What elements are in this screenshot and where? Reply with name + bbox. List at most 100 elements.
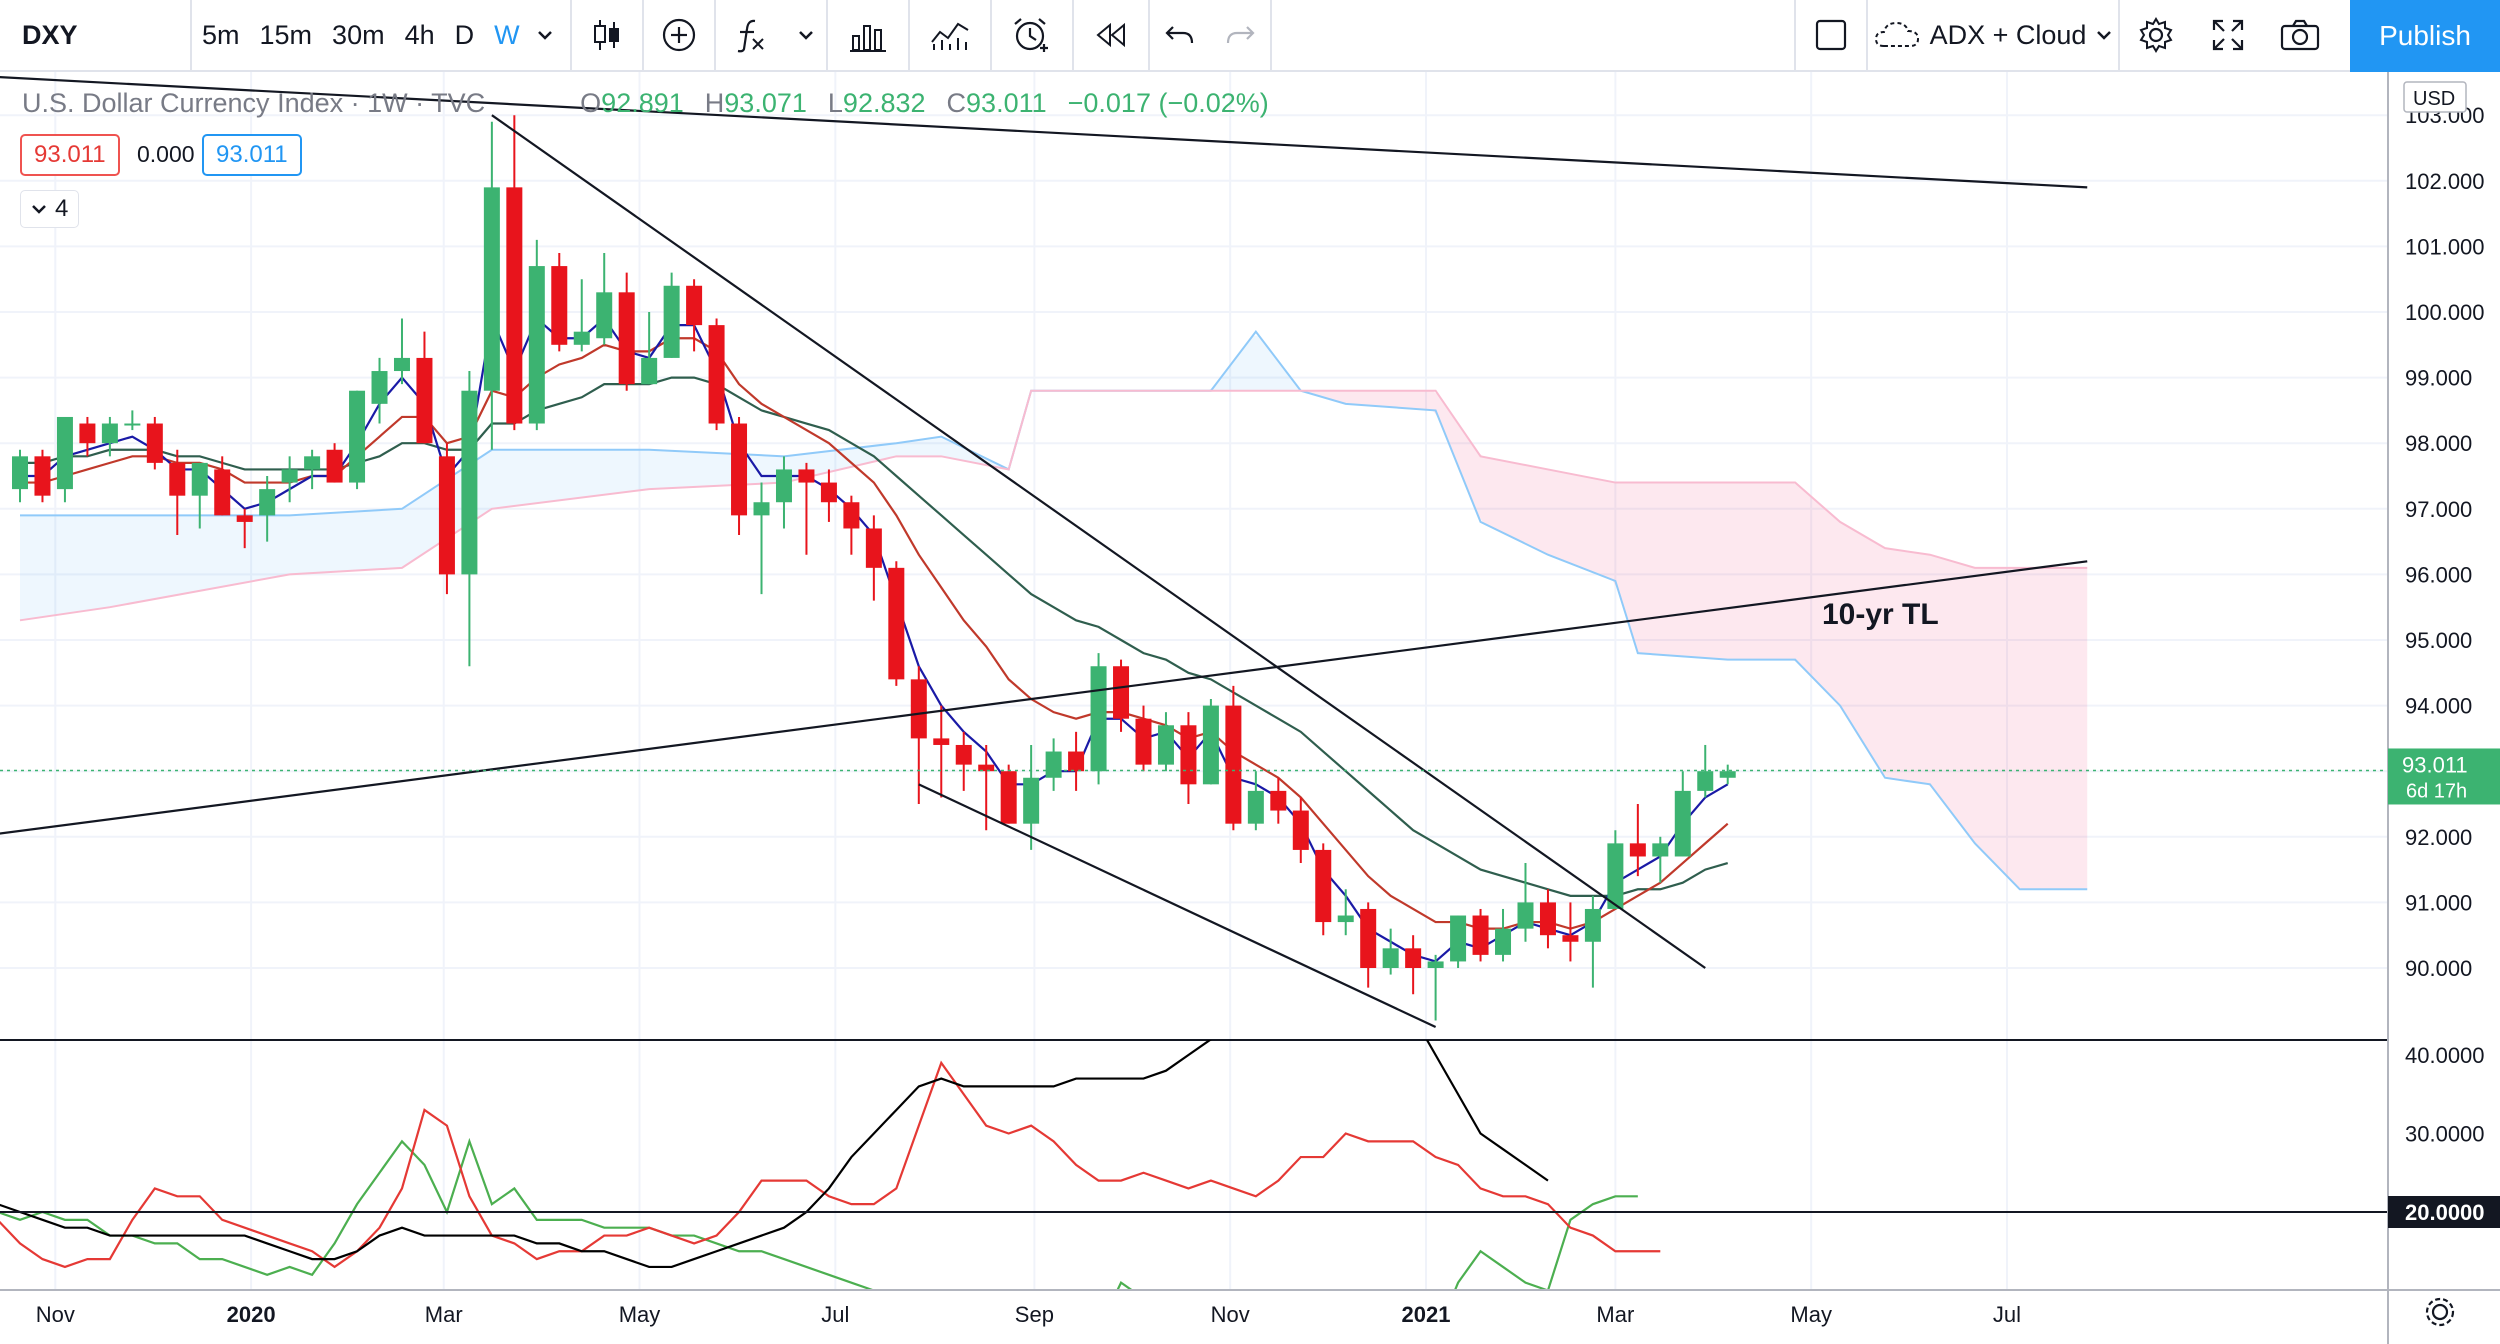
candle-up: [573, 331, 590, 345]
candle-down: [708, 325, 725, 424]
adx-level-label: 20.0000: [2405, 1200, 2485, 1225]
layout-save-button[interactable]: ADX + Cloud: [1868, 0, 2118, 71]
legend-h-label: H: [704, 88, 725, 118]
candles-icon: [593, 20, 619, 50]
interval-group: 5m 15m 30m 4h D W: [192, 0, 530, 71]
price-tick: 90.000: [2405, 956, 2472, 981]
interval-30m[interactable]: 30m: [332, 19, 385, 50]
gear-icon[interactable]: [2425, 1297, 2455, 1327]
candle-up: [1157, 725, 1174, 765]
publish-label: Publish: [2379, 20, 2471, 51]
plus-circle-icon: [662, 18, 695, 52]
time-label: Nov: [36, 1302, 75, 1327]
chart-template-icon: [930, 22, 969, 50]
undo-icon: [1165, 26, 1193, 44]
cloud-icon: [1874, 21, 1919, 47]
ichimoku-cloud: [19, 330, 2088, 891]
camera-icon: [2280, 19, 2320, 51]
candle-down: [551, 266, 568, 345]
candle-up: [371, 371, 388, 404]
chart-canvas[interactable]: 10-yr TL 103.000102.000101.000100.00099.…: [0, 72, 2500, 1344]
fullscreen-button[interactable]: [2192, 0, 2264, 71]
price-tick: 99.000: [2405, 366, 2472, 391]
indicators-button[interactable]: [716, 0, 786, 71]
candle-down: [1405, 948, 1422, 968]
interval-w[interactable]: W: [494, 19, 520, 50]
candle-down: [618, 292, 635, 385]
alert-button[interactable]: [992, 0, 1072, 71]
templates-button[interactable]: [910, 0, 990, 71]
adx-tick: 40.0000: [2405, 1043, 2485, 1068]
symbol-label: DXY: [22, 19, 78, 50]
candle-down: [438, 456, 455, 575]
indicators-dropdown-button[interactable]: [786, 0, 826, 71]
bid-price-button[interactable]: 93.011: [20, 134, 120, 176]
candle-down: [146, 423, 163, 463]
candle-down: [865, 528, 882, 568]
toolbar-divider: [1269, 0, 1272, 71]
select-layout-button[interactable]: [1796, 0, 1866, 71]
gear-icon: [2139, 17, 2173, 53]
trendline-4[interactable]: [918, 783, 1437, 1029]
candle-down: [1135, 718, 1152, 765]
cloud-fill: [20, 335, 1304, 621]
candle-down: [236, 515, 253, 522]
interval-5m[interactable]: 5m: [202, 19, 240, 50]
undo-button[interactable]: [1150, 0, 1210, 71]
settings-button[interactable]: [2120, 0, 2192, 71]
trendline-3[interactable]: [491, 114, 1706, 969]
price-tick: 97.000: [2405, 497, 2472, 522]
candle-up: [641, 357, 658, 385]
legend-high: 93.071: [724, 88, 821, 118]
ask-price-button[interactable]: 93.011: [202, 134, 302, 176]
interval-4h[interactable]: 4h: [404, 19, 435, 50]
financials-button[interactable]: [828, 0, 908, 71]
chart-type-button[interactable]: [572, 0, 642, 71]
trendline-1[interactable]: [0, 560, 2088, 837]
redo-button[interactable]: [1210, 0, 1270, 71]
candle-down: [978, 764, 995, 772]
candle-down: [731, 423, 748, 516]
legend-l-label: L: [827, 88, 843, 118]
function-icon: [737, 19, 764, 53]
candle-up: [596, 292, 613, 339]
candle-up: [1090, 666, 1107, 772]
candle-down: [506, 187, 523, 424]
interval-dropdown-button[interactable]: [530, 0, 560, 71]
chart-legend: U.S. Dollar Currency Index · 1W · TVC O9…: [22, 88, 1269, 119]
toolbar-divider: [641, 0, 644, 71]
candle-down: [79, 423, 96, 444]
toolbar-divider: [1147, 0, 1150, 71]
adx-lines: [0, 1040, 1661, 1290]
replay-button[interactable]: [1074, 0, 1148, 71]
currency-badge: [2403, 81, 2467, 113]
time-label: 2021: [1402, 1302, 1451, 1327]
countdown-label: 6d 17h: [2406, 780, 2467, 802]
price-tick: 101.000: [2405, 234, 2485, 259]
candle-up: [1427, 961, 1444, 968]
time-label: Jul: [1993, 1302, 2021, 1327]
time-label: Mar: [425, 1302, 463, 1327]
toolbar-divider: [190, 0, 192, 71]
trendline-2[interactable]: [0, 76, 2088, 189]
candle-down: [1113, 666, 1130, 719]
candle-down: [798, 469, 815, 483]
indicators-collapse-button[interactable]: 4: [20, 190, 80, 228]
candle-up: [1247, 790, 1264, 824]
snapshot-button[interactable]: [2264, 0, 2336, 71]
candle-down: [416, 357, 433, 444]
time-label: 2020: [227, 1302, 276, 1327]
candle-down: [955, 744, 972, 765]
compare-button[interactable]: [644, 0, 714, 71]
interval-d[interactable]: D: [454, 19, 475, 50]
candle-up: [775, 469, 792, 503]
chevron-down-icon: [2097, 31, 2112, 40]
candle-up: [349, 390, 366, 483]
publish-button[interactable]: Publish: [2350, 0, 2500, 72]
currency-label: USD: [2413, 88, 2455, 110]
toolbar-divider: [1794, 0, 1796, 71]
adx-level-badge: [2388, 1196, 2500, 1228]
symbol-search-button[interactable]: DXY: [0, 0, 100, 71]
interval-15m[interactable]: 15m: [259, 19, 313, 50]
trendlines[interactable]: 10-yr TL: [0, 76, 2388, 1029]
